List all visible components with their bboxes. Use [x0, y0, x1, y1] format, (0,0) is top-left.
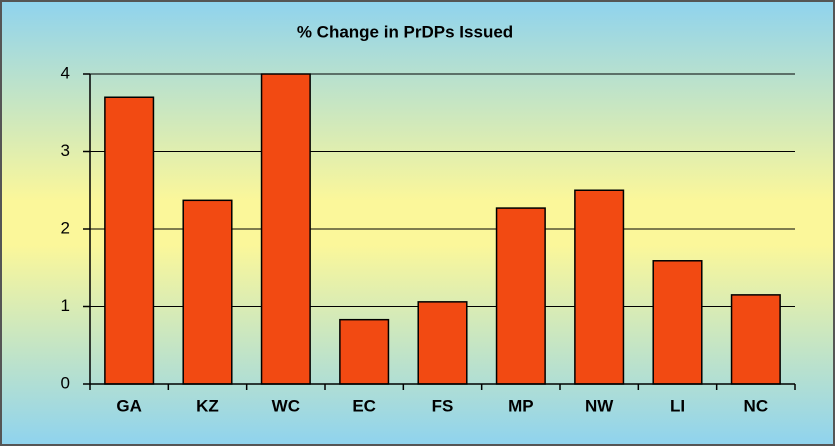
bar: [104, 96, 155, 385]
bar: [417, 301, 468, 385]
y-tick-label: 0: [61, 373, 70, 392]
x-tick-label: LI: [670, 396, 685, 415]
bar: [495, 207, 546, 385]
bar: [652, 260, 703, 385]
x-tick-label: WC: [272, 396, 300, 415]
y-tick-label: 3: [61, 141, 70, 160]
chart-title: % Change in PrDPs Issued: [297, 22, 513, 41]
x-tick-label: GA: [116, 396, 142, 415]
bar: [574, 189, 625, 385]
x-tick-label: MP: [508, 396, 534, 415]
x-tick-label: EC: [352, 396, 376, 415]
y-tick-label: 2: [61, 218, 70, 237]
bar: [730, 294, 781, 385]
bar: [260, 73, 311, 385]
y-tick-label: 4: [61, 63, 70, 82]
x-tick-label: NC: [744, 396, 769, 415]
x-tick-label: FS: [432, 396, 454, 415]
y-tick-label: 1: [61, 296, 70, 315]
x-tick-label: KZ: [196, 396, 219, 415]
x-tick-label: NW: [585, 396, 614, 415]
bar: [339, 318, 390, 385]
bar: [182, 199, 233, 385]
